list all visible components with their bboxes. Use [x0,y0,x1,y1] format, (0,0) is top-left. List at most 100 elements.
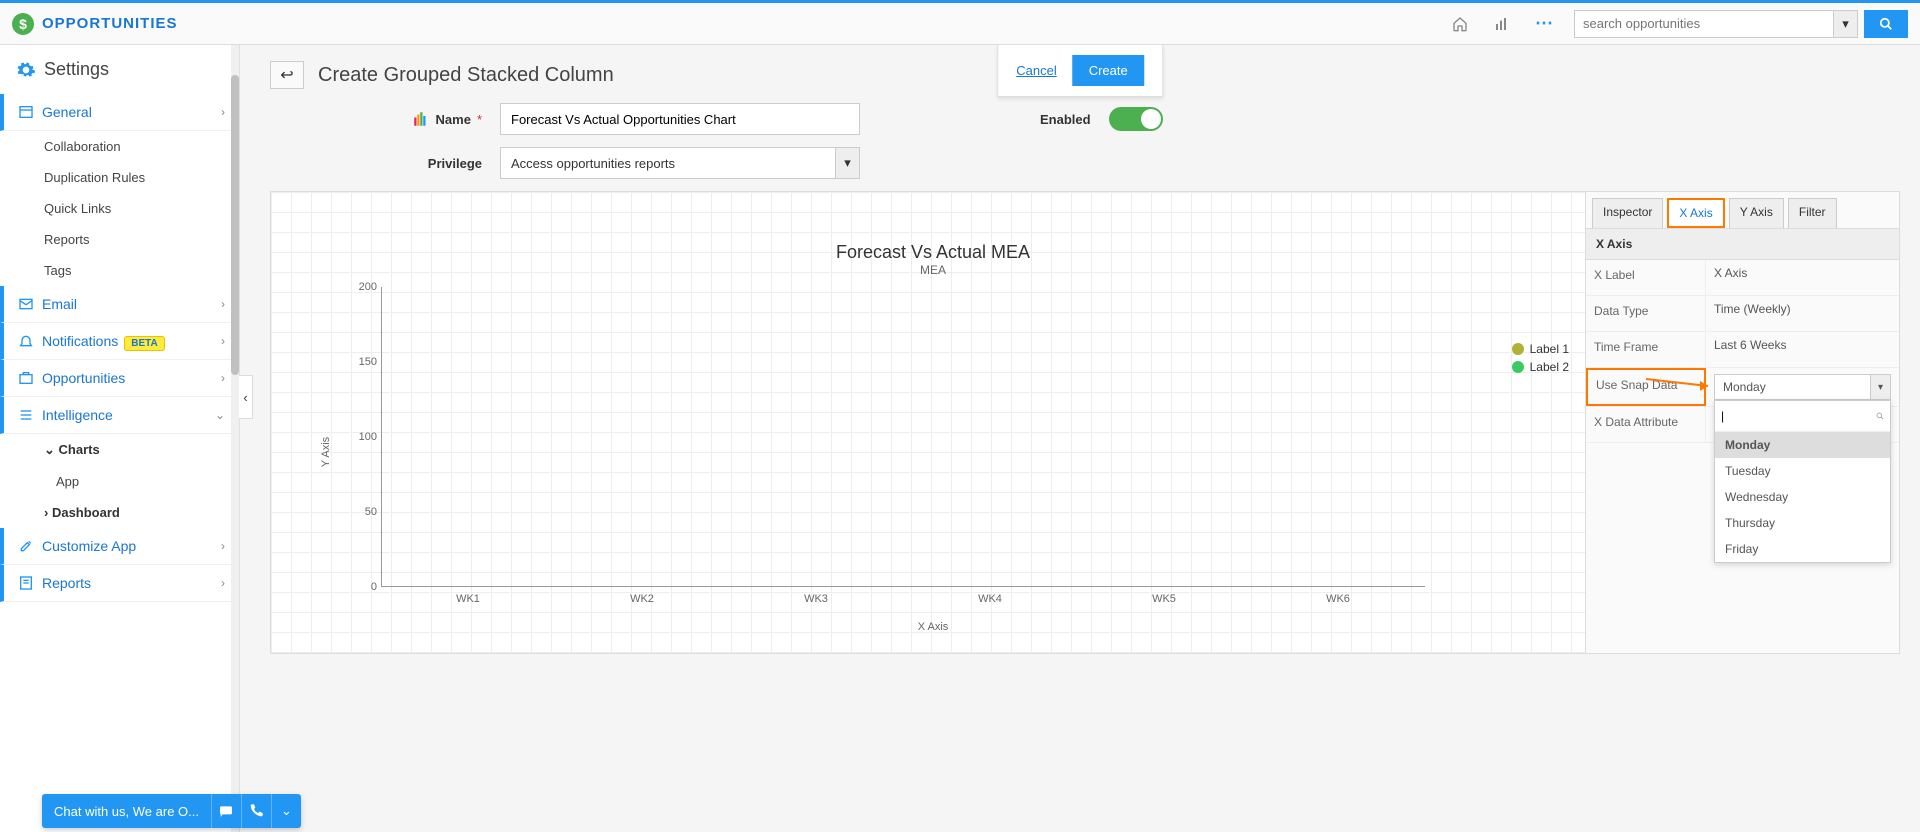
inspector-tabs: InspectorX AxisY AxisFilter [1586,192,1899,229]
timeframe-value: Last 6 Weeks [1706,332,1899,367]
chevron-down-icon: ⌄ [215,408,225,422]
y-tick: 0 [371,581,377,593]
x-tick-label: WK1 [440,587,496,617]
chart-title: Forecast Vs Actual MEA [301,242,1565,263]
sidebar: Settings General › Collaboration Duplica… [0,45,240,832]
x-tick-label: WK3 [788,587,844,617]
chevron-right-icon: › [221,105,225,119]
brand-text: OPPORTUNITIES [42,15,178,32]
brand: $ OPPORTUNITIES [12,13,178,35]
inspector-section-header: X Axis [1586,229,1899,260]
inspector-tab-x-axis[interactable]: X Axis [1667,198,1724,228]
search: ▾ [1574,10,1908,38]
search-dropdown-toggle[interactable]: ▾ [1834,10,1858,38]
report-icon [18,575,34,591]
chart-legend: Label 1Label 2 [1512,342,1569,378]
legend-swatch [1512,361,1524,373]
snap-select[interactable]: Monday ▾ [1714,374,1891,400]
x-tick-label: WK4 [962,587,1018,617]
mail-icon [18,296,34,312]
dropdown-option[interactable]: Monday [1715,432,1890,458]
header-bar: $ OPPORTUNITIES ⋯ ▾ [0,3,1920,45]
name-input[interactable] [500,103,860,135]
sidebar-title: Settings [0,45,239,94]
sidebar-item-notifications[interactable]: NotificationsBETA › [0,323,239,360]
sidebar-sub-quicklinks[interactable]: Quick Links [0,193,239,224]
sidebar-sub-reports[interactable]: Reports [0,224,239,255]
inspector-tab-y-axis[interactable]: Y Axis [1729,198,1784,228]
dropdown-option[interactable]: Friday [1715,536,1890,562]
datatype-key: Data Type [1586,296,1706,331]
y-tick: 200 [359,281,377,293]
action-bar: Cancel Create [997,45,1163,97]
chart-plot: Y Axis 050100150200 WK1WK2WK3WK4WK5WK6 [351,287,1425,617]
xlabel-value: X Axis [1706,260,1899,295]
sidebar-sub-collaboration[interactable]: Collaboration [0,131,239,162]
bell-icon [18,333,34,349]
x-tick-label: WK2 [614,587,670,617]
chat-message-icon[interactable] [211,794,241,828]
header-icons: ⋯ [1448,12,1556,36]
sidebar-sub-charts[interactable]: ⌄ Charts [0,434,239,466]
inspector-panel: InspectorX AxisY AxisFilter X Axis X Lab… [1585,192,1899,653]
chart-subtitle: MEA [301,263,1565,277]
dropdown-search-input[interactable] [1721,405,1876,427]
inspector-tab-inspector[interactable]: Inspector [1592,198,1663,228]
search-input[interactable] [1574,10,1834,38]
enabled-toggle[interactable] [1109,107,1163,131]
search-button[interactable] [1864,10,1908,38]
search-icon [1876,409,1884,423]
chart-panel: Forecast Vs Actual MEA MEA Y Axis 050100… [270,191,1900,654]
legend-item: Label 2 [1512,360,1569,374]
list-icon [18,407,34,423]
sidebar-sub-duplication[interactable]: Duplication Rules [0,162,239,193]
sidebar-item-customize[interactable]: Customize App › [0,528,239,565]
chat-phone-icon[interactable] [241,794,271,828]
cancel-link[interactable]: Cancel [1016,63,1056,78]
privilege-label: Privilege [428,156,482,171]
sidebar-scrollbar[interactable] [231,45,239,832]
briefcase-icon [18,370,34,386]
sidebar-sub-dashboard[interactable]: › Dashboard [0,497,239,528]
back-button[interactable]: ↩ [270,61,304,89]
xattr-key: X Data Attribute [1586,407,1706,442]
privilege-select[interactable]: Access opportunities reports ▾ [500,147,860,179]
sidebar-item-general[interactable]: General › [0,94,239,131]
sidebar-item-opportunities[interactable]: Opportunities › [0,360,239,397]
chart-columns-icon [412,110,430,128]
dropdown-option[interactable]: Tuesday [1715,458,1890,484]
chat-collapse-icon[interactable]: ⌄ [271,794,301,828]
dropdown-option[interactable]: Thursday [1715,510,1890,536]
chevron-down-icon: ▾ [1870,375,1890,399]
y-tick: 150 [359,356,377,368]
x-tick-label: WK6 [1310,587,1366,617]
sidebar-item-intelligence[interactable]: Intelligence ⌄ [0,397,239,434]
sidebar-sub-app[interactable]: App [0,466,239,497]
main-content: Cancel Create ↩ Create Grouped Stacked C… [240,45,1920,832]
x-tick-label: WK5 [1136,587,1192,617]
name-label: Name [436,112,471,127]
required-mark: * [477,112,482,127]
inspector-tab-filter[interactable]: Filter [1788,198,1837,228]
dropdown-option[interactable]: Wednesday [1715,484,1890,510]
xlabel-key: X Label [1586,260,1706,295]
create-button[interactable]: Create [1073,55,1144,86]
more-icon[interactable]: ⋯ [1532,12,1556,36]
sidebar-item-reports[interactable]: Reports › [0,565,239,602]
snap-dropdown: MondayTuesdayWednesdayThursdayFriday [1714,400,1891,563]
home-icon[interactable] [1448,12,1472,36]
chat-widget[interactable]: Chat with us, We are O... ⌄ [42,794,301,828]
datatype-value: Time (Weekly) [1706,296,1899,331]
sidebar-sub-tags[interactable]: Tags [0,255,239,286]
y-tick: 50 [365,506,377,518]
x-axis-label: X Axis [301,621,1565,633]
snap-key: Use Snap Data [1586,368,1706,406]
sidebar-item-email[interactable]: Email › [0,286,239,323]
page-title: Create Grouped Stacked Column [318,64,614,87]
chevron-down-icon: ▾ [835,148,859,178]
chart-icon[interactable] [1490,12,1514,36]
money-bag-icon: $ [12,13,34,35]
y-axis-label: Y Axis [320,437,332,467]
enabled-label: Enabled [1040,112,1091,127]
gear-icon [16,60,36,80]
